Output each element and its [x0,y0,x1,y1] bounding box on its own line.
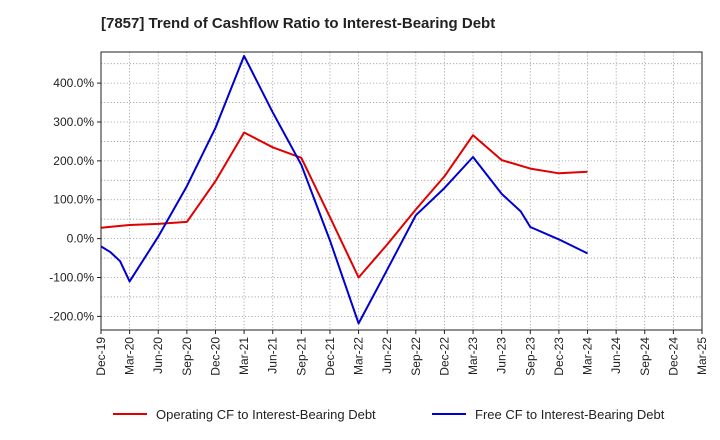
x-tick-label: Jun-21 [266,337,280,374]
y-tick-label: 0.0% [67,232,95,246]
x-tick-label: Dec-21 [323,337,337,376]
legend: Operating CF to Interest-Bearing Debt Fre… [113,407,665,422]
grid-layer [100,52,703,330]
x-tick-label: Mar-20 [123,337,137,375]
x-tick-label: Sep-20 [180,337,194,376]
y-tick-label: -100.0% [49,271,94,285]
y-tick-label: -200.0% [49,309,94,323]
legend-item-2: Free CF to Interest-Bearing Debt [432,407,665,422]
plot-area [101,52,702,330]
y-tick-label: 300.0% [53,115,94,129]
x-tick-label: Mar-23 [466,337,480,375]
legend-label: Free CF to Interest-Bearing Debt [475,407,665,422]
x-tick-label: Sep-21 [294,337,308,376]
x-tick-label: Jun-24 [609,337,623,374]
x-tick-label: Dec-20 [208,337,222,376]
x-tick-label: Jun-20 [151,337,165,374]
x-tick-label: Jun-22 [380,337,394,374]
legend-item-1: Operating CF to Interest-Bearing Debt [113,407,376,422]
chart-title: [7857] Trend of Cashflow Ratio to Intere… [101,15,496,32]
y-tick-layer: -200.0% -100.0% 0.0% 100.0% 200.0% 300.0% 400.… [49,76,101,323]
y-tick-label: 100.0% [53,193,94,207]
x-tick-label: Dec-24 [666,337,680,376]
series-line-2 [100,54,588,325]
x-tick-label: Mar-22 [352,337,366,375]
x-tick-label: Jun-23 [495,337,509,374]
x-tick-label: Sep-23 [523,337,537,376]
x-tick-label: Sep-22 [409,337,423,376]
legend-label: Operating CF to Interest-Bearing Debt [156,407,376,422]
series-line-1 [100,131,588,279]
x-tick-label: Mar-21 [237,337,251,375]
series-layer [100,54,588,325]
y-tick-label: 200.0% [53,154,94,168]
y-tick-label: 400.0% [53,76,94,90]
x-tick-label: Sep-24 [638,337,652,376]
x-tick-label: Dec-19 [94,337,108,376]
x-tick-label: Dec-23 [552,337,566,376]
x-tick-layer: Dec-19 Mar-20 Jun-20 Sep-20 Dec-20 Mar-21 Jun-… [94,330,709,376]
x-tick-label: Dec-22 [437,337,451,376]
x-tick-label: Mar-24 [581,337,595,375]
x-tick-label: Mar-25 [695,337,709,375]
plot-border [100,51,703,331]
